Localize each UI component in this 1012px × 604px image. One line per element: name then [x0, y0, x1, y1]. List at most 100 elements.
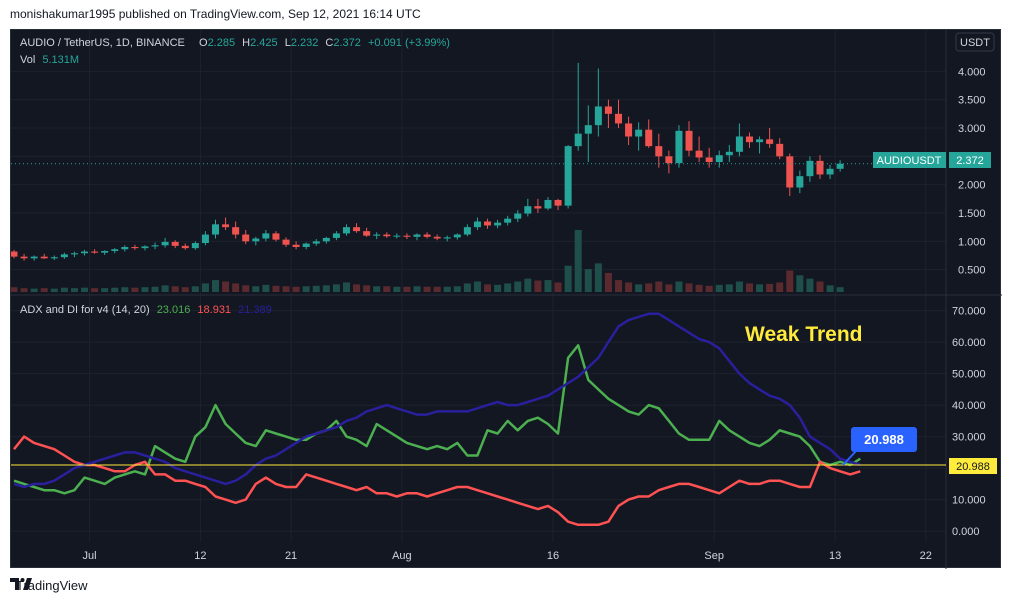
- time-tick-label: Jul: [83, 550, 97, 562]
- volume-bar: [665, 284, 673, 292]
- candle: [141, 245, 149, 251]
- volume-bar: [423, 286, 431, 292]
- volume-bar: [524, 278, 532, 292]
- candle: [393, 233, 401, 239]
- volume-bar: [554, 282, 562, 292]
- price-tick-label: 2.000: [958, 180, 986, 192]
- volume-bar: [836, 287, 844, 292]
- volume-bar: [312, 285, 320, 292]
- high-value: 2.425: [250, 37, 278, 49]
- callout-pointer: [842, 449, 858, 466]
- level-axis-tag: 20.988: [949, 458, 997, 474]
- candle: [685, 121, 693, 157]
- candlesticks: [11, 62, 844, 261]
- volume-bar: [776, 282, 784, 292]
- volume-bar: [20, 288, 28, 292]
- volume-bar: [232, 283, 240, 292]
- volume-readout: Vol 5.131M: [20, 54, 79, 66]
- low-label: L: [285, 37, 291, 49]
- candle: [91, 249, 99, 254]
- volume-bar: [131, 287, 139, 292]
- candle: [504, 215, 512, 226]
- candle: [635, 122, 643, 151]
- volume-bar: [292, 286, 300, 292]
- di-minus-value: 18.931: [197, 304, 231, 316]
- candle: [433, 234, 441, 241]
- volume-bar: [625, 282, 633, 292]
- volume-bar: [655, 281, 663, 292]
- volume-bar: [91, 288, 99, 292]
- volume-bar: [272, 285, 280, 292]
- volume-bar: [30, 288, 38, 292]
- publish-info: monishakumar1995 published on TradingVie…: [10, 7, 421, 21]
- volume-bar: [534, 280, 542, 292]
- close-label: C: [325, 37, 333, 49]
- candle: [151, 242, 159, 250]
- indicator-title: ADX and DI for v4 (14, 20): [20, 304, 150, 316]
- indicator-line-di: [13, 344, 861, 495]
- volume-bar: [453, 286, 461, 292]
- volume-bar: [201, 283, 209, 292]
- candle: [70, 251, 78, 258]
- chart-panel[interactable]: 4.0003.5003.0002.5002.0001.5001.0000.500…: [10, 29, 1002, 569]
- time-axis: Jul 12 21 Aug 16 Sep 13 22: [83, 550, 932, 562]
- footer-brand[interactable]: TradingView: [10, 578, 88, 593]
- indicator-tick-label: 40.000: [952, 400, 986, 412]
- di-plus-value: 23.016: [157, 304, 191, 316]
- price-tick-label: 0.500: [958, 265, 986, 277]
- volume-bar: [584, 269, 592, 292]
- chart-canvas[interactable]: 4.0003.5003.0002.5002.0001.5001.0000.500…: [11, 30, 1002, 569]
- candle: [524, 198, 532, 217]
- volume-label: Vol: [20, 54, 35, 66]
- volume-bar: [494, 284, 502, 292]
- candle: [232, 221, 240, 239]
- indicator-tick-label: 0.000: [952, 526, 980, 538]
- volume-bar: [181, 287, 189, 292]
- time-tick-label: 16: [547, 550, 559, 562]
- volume-bar: [70, 288, 78, 292]
- candle: [403, 233, 411, 240]
- volume-bar: [735, 281, 743, 292]
- volume-bar: [615, 280, 622, 292]
- currency-button[interactable]: USDT: [955, 32, 995, 52]
- candle: [262, 230, 270, 242]
- open-value: 2.285: [208, 37, 236, 49]
- volume-bar: [473, 281, 481, 292]
- grid-lines: [11, 30, 946, 542]
- volume-bar: [322, 285, 330, 292]
- candle: [30, 255, 38, 261]
- candle: [514, 210, 522, 223]
- candle: [484, 218, 492, 229]
- candle: [272, 231, 280, 242]
- candle: [665, 150, 673, 174]
- candle: [745, 132, 753, 148]
- candle: [544, 197, 552, 211]
- currency-label[interactable]: USDT: [960, 37, 990, 49]
- volume-bar: [212, 280, 219, 292]
- volume-bars: [11, 230, 844, 292]
- volume-bar: [766, 283, 774, 292]
- price-tick-label: 3.000: [958, 123, 986, 135]
- candle: [776, 138, 784, 160]
- candle: [554, 198, 562, 211]
- callout-box: [851, 427, 917, 452]
- candle: [766, 128, 774, 148]
- candle: [695, 136, 703, 162]
- volume-bar: [685, 283, 693, 292]
- price-tick-label: 3.500: [958, 95, 986, 107]
- candle: [242, 230, 250, 245]
- candle: [363, 227, 371, 237]
- candle: [826, 164, 834, 179]
- volume-bar: [363, 285, 371, 292]
- volume-bar: [413, 286, 421, 292]
- volume-bar: [81, 287, 89, 292]
- volume-bar: [816, 281, 824, 292]
- volume-bar: [544, 280, 552, 292]
- candle: [322, 236, 330, 244]
- volume-bar: [60, 287, 68, 292]
- high-label: H: [242, 37, 250, 49]
- volume-bar: [725, 284, 733, 292]
- candle: [574, 62, 582, 151]
- volume-bar: [262, 284, 270, 292]
